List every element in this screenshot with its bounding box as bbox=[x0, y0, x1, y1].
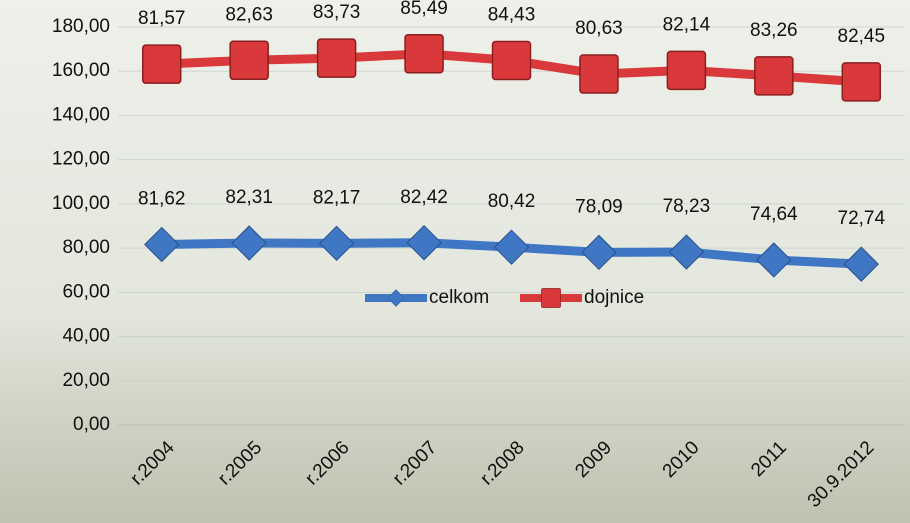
data-label: 81,62 bbox=[138, 189, 186, 210]
y-tick-label: 120,00 bbox=[52, 149, 110, 170]
data-point bbox=[581, 234, 617, 271]
data-point bbox=[843, 246, 879, 282]
data-label: 83,73 bbox=[313, 2, 361, 23]
legend-label: celkom bbox=[429, 287, 489, 308]
y-tick-label: 180,00 bbox=[52, 16, 110, 37]
y-tick-label: 80,00 bbox=[62, 237, 110, 258]
data-label: 82,63 bbox=[225, 4, 273, 25]
y-tick-label: 20,00 bbox=[62, 370, 110, 391]
y-tick-label: 60,00 bbox=[62, 281, 110, 302]
data-label: 82,31 bbox=[225, 187, 273, 208]
legend-marker bbox=[541, 288, 561, 308]
data-point bbox=[318, 225, 355, 262]
data-label: 80,63 bbox=[575, 18, 623, 39]
data-label: 82,45 bbox=[838, 26, 886, 47]
data-label: 81,57 bbox=[138, 8, 186, 29]
data-point bbox=[756, 242, 792, 278]
data-label: 85,49 bbox=[400, 0, 448, 19]
data-point bbox=[579, 54, 619, 94]
y-tick-label: 0,00 bbox=[73, 414, 110, 435]
legend-label: dojnice bbox=[584, 287, 644, 308]
data-label: 78,09 bbox=[575, 196, 623, 217]
data-label: 78,23 bbox=[663, 196, 711, 217]
y-tick-label: 140,00 bbox=[52, 104, 110, 125]
data-point bbox=[144, 226, 180, 263]
data-point bbox=[316, 38, 357, 78]
data-label: 82,42 bbox=[400, 187, 448, 208]
data-point bbox=[754, 56, 794, 96]
data-point bbox=[231, 225, 267, 261]
data-point bbox=[666, 50, 707, 91]
y-tick-label: 40,00 bbox=[62, 326, 110, 347]
data-point bbox=[491, 40, 532, 81]
data-label: 82,14 bbox=[663, 14, 711, 35]
y-tick-label: 100,00 bbox=[52, 193, 110, 214]
data-point bbox=[493, 229, 530, 265]
data-point bbox=[841, 62, 882, 102]
data-label: 74,64 bbox=[750, 204, 798, 225]
data-label: 80,42 bbox=[488, 191, 536, 212]
data-label: 84,43 bbox=[488, 5, 536, 26]
legend-marker bbox=[387, 289, 405, 307]
data-label: 82,17 bbox=[313, 187, 361, 208]
y-tick-label: 160,00 bbox=[52, 60, 110, 81]
data-point bbox=[229, 40, 269, 81]
data-point bbox=[141, 44, 182, 84]
data-label: 83,26 bbox=[750, 20, 798, 41]
data-point bbox=[668, 234, 705, 270]
data-point bbox=[406, 225, 442, 261]
data-label: 72,74 bbox=[838, 208, 886, 229]
data-point bbox=[404, 33, 444, 74]
